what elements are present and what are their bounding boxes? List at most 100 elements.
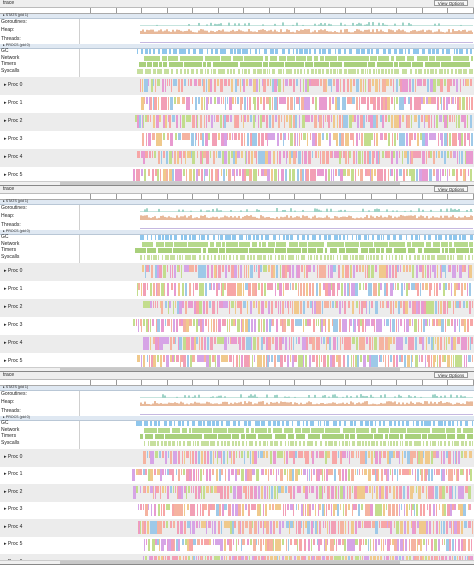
track-slice[interactable]: [365, 69, 366, 74]
goroutine-slice[interactable]: [206, 151, 209, 164]
track-slice[interactable]: [165, 242, 173, 247]
track-slice[interactable]: [283, 69, 284, 74]
track-slice[interactable]: [307, 69, 309, 74]
goroutine-slice[interactable]: [282, 265, 285, 278]
goroutine-slice[interactable]: [364, 521, 371, 528]
goroutine-slice[interactable]: [466, 97, 468, 110]
proc-label[interactable]: ▸ Proc 0: [4, 82, 22, 88]
goroutine-slice[interactable]: [148, 504, 149, 511]
goroutine-slice[interactable]: [431, 283, 433, 290]
track-slice[interactable]: [207, 69, 209, 74]
track-slice[interactable]: [315, 69, 317, 74]
goroutine-slice[interactable]: [344, 337, 351, 350]
goroutine-slice[interactable]: [166, 521, 169, 528]
goroutine-slice[interactable]: [453, 451, 454, 464]
goroutine-slice[interactable]: [448, 301, 451, 308]
goroutine-slice[interactable]: [167, 79, 168, 86]
track-slice[interactable]: [465, 441, 467, 446]
track-slice[interactable]: [426, 441, 428, 446]
goroutine-slice[interactable]: [221, 169, 222, 176]
goroutine-slice[interactable]: [425, 451, 430, 464]
goroutine-slice[interactable]: [336, 301, 338, 308]
track-slice[interactable]: [213, 428, 227, 433]
track-slice[interactable]: [188, 49, 190, 54]
goroutine-slice[interactable]: [325, 115, 326, 122]
track-slice[interactable]: [184, 235, 188, 240]
track-slice[interactable]: [366, 255, 367, 260]
goroutine-slice[interactable]: [250, 539, 252, 546]
goroutine-slice[interactable]: [239, 469, 240, 476]
goroutine-slice[interactable]: [290, 97, 292, 110]
goroutine-slice[interactable]: [292, 469, 294, 482]
track-slice[interactable]: [261, 235, 263, 240]
goroutine-slice[interactable]: [220, 79, 223, 92]
goroutine-slice[interactable]: [338, 539, 341, 546]
goroutine-slice[interactable]: [436, 451, 439, 458]
track-slice[interactable]: [298, 255, 299, 260]
goroutine-slice[interactable]: [258, 451, 260, 458]
goroutine-slice[interactable]: [390, 521, 392, 534]
track-slice[interactable]: [380, 441, 383, 446]
track-slice[interactable]: [322, 434, 338, 439]
goroutine-slice[interactable]: [153, 301, 154, 308]
goroutine-slice[interactable]: [153, 451, 154, 464]
goroutine-slice[interactable]: [254, 97, 256, 110]
goroutine-slice[interactable]: [284, 133, 286, 140]
track-slice[interactable]: [305, 62, 313, 67]
track-slice[interactable]: [310, 255, 313, 260]
goroutine-slice[interactable]: [381, 451, 382, 458]
view-options-button[interactable]: View Options: [434, 372, 468, 378]
goroutine-slice[interactable]: [324, 486, 325, 493]
goroutine-slice[interactable]: [342, 451, 346, 458]
track-slice[interactable]: [214, 255, 216, 260]
track-slice[interactable]: [370, 255, 371, 260]
goroutine-slice[interactable]: [136, 319, 137, 326]
goroutine-slice[interactable]: [185, 301, 188, 314]
goroutine-slice[interactable]: [206, 521, 207, 534]
track-slice[interactable]: [376, 441, 378, 446]
goroutine-slice[interactable]: [197, 115, 198, 128]
track-slice[interactable]: [355, 255, 358, 260]
goroutine-slice[interactable]: [170, 97, 173, 110]
goroutine-slice[interactable]: [317, 265, 319, 278]
proc-label[interactable]: ▸ Proc 5: [4, 541, 22, 547]
goroutine-slice[interactable]: [334, 151, 339, 158]
track-slice[interactable]: [345, 441, 348, 446]
goroutine-slice[interactable]: [203, 486, 206, 499]
proc-label[interactable]: ▸ Proc 0: [4, 268, 22, 274]
track-slice[interactable]: [432, 69, 434, 74]
goroutine-slice[interactable]: [466, 151, 473, 164]
goroutine-slice[interactable]: [235, 115, 239, 128]
goroutine-slice[interactable]: [445, 265, 446, 278]
proc-track[interactable]: [80, 265, 473, 278]
track-slice[interactable]: [346, 248, 358, 253]
track-gc[interactable]: [80, 235, 473, 240]
goroutine-slice[interactable]: [340, 486, 343, 499]
goroutine-slice[interactable]: [469, 504, 471, 511]
track-slice[interactable]: [242, 441, 244, 446]
goroutine-slice[interactable]: [269, 504, 271, 511]
track-slice[interactable]: [327, 255, 329, 260]
goroutine-slice[interactable]: [428, 539, 429, 546]
goroutine-slice[interactable]: [325, 451, 326, 464]
track-slice[interactable]: [244, 49, 248, 54]
goroutine-slice[interactable]: [359, 337, 365, 350]
scrollbar-thumb[interactable]: [60, 182, 400, 185]
goroutine-slice[interactable]: [198, 79, 200, 86]
goroutine-slice[interactable]: [430, 151, 432, 158]
track-slice[interactable]: [162, 56, 168, 61]
track-slice[interactable]: [419, 235, 421, 240]
goroutine-slice[interactable]: [245, 486, 247, 499]
track-slice[interactable]: [339, 235, 341, 240]
goroutine-slice[interactable]: [294, 539, 297, 546]
goroutine-slice[interactable]: [161, 301, 163, 314]
goroutine-slice[interactable]: [242, 521, 244, 534]
track-slice[interactable]: [140, 255, 142, 260]
track-slice[interactable]: [326, 421, 330, 426]
goroutine-slice[interactable]: [156, 486, 159, 493]
goroutine-slice[interactable]: [389, 486, 391, 493]
goroutine-slice[interactable]: [267, 283, 273, 290]
goroutine-slice[interactable]: [399, 486, 402, 499]
track-slice[interactable]: [368, 235, 370, 240]
goroutine-slice[interactable]: [397, 283, 400, 290]
